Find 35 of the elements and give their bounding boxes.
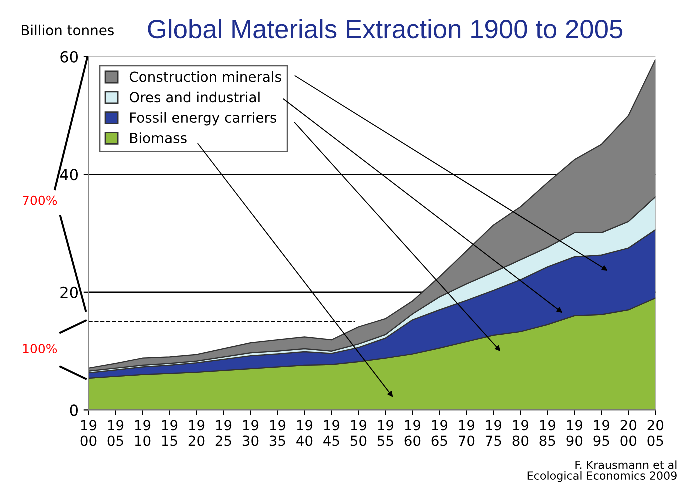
x-tick-label: 19 90 [566, 420, 583, 446]
legend-label: Biomass [130, 132, 187, 144]
text: 100% [23, 344, 58, 354]
x-tick-label: 19 25 [216, 420, 232, 446]
y-tick-label: 40 [60, 169, 78, 181]
text: 700% [23, 196, 58, 206]
x-tick-label: 19 85 [540, 420, 556, 446]
x-tick-label: 19 50 [350, 420, 367, 446]
legend-label: Fossil energy carriers [130, 112, 277, 126]
chart-title: Global Materials Extraction 1900 to 2005 [148, 19, 623, 39]
x-tick-label: 19 80 [512, 420, 529, 446]
y-tick-label: 60 [60, 51, 78, 63]
x-tick-label: 19 10 [135, 420, 151, 446]
x-tick-label: 19 05 [108, 420, 124, 446]
x-tick-label: 19 95 [594, 420, 610, 446]
legend-label: Construction minerals [130, 72, 282, 82]
x-tick-label: 19 60 [404, 420, 421, 446]
x-tick-label: 19 15 [162, 420, 178, 446]
y-axis-title: Billion tonnes [22, 24, 114, 36]
y-tick-label: 20 [60, 286, 78, 298]
x-tick-label: 19 45 [324, 420, 340, 446]
x-tick-label: 19 40 [296, 420, 313, 446]
x-tick-label: 20 00 [620, 420, 637, 446]
x-tick-label: 19 30 [242, 420, 259, 446]
x-tick-label: 19 55 [378, 420, 394, 446]
legend-label: Ores and industrial [130, 92, 260, 103]
x-tick-label: 19 65 [432, 420, 448, 446]
text: F. Krausmann et al Ecological Economics 2009 [528, 460, 677, 482]
x-tick-label: 20 05 [648, 420, 664, 446]
x-tick-label: 19 20 [188, 420, 205, 446]
y-tick-label: 0 [70, 404, 78, 416]
x-tick-label: 19 00 [80, 420, 97, 446]
x-tick-label: 19 70 [458, 420, 475, 446]
x-tick-label: 19 35 [270, 420, 286, 446]
x-tick-label: 19 75 [486, 420, 502, 446]
